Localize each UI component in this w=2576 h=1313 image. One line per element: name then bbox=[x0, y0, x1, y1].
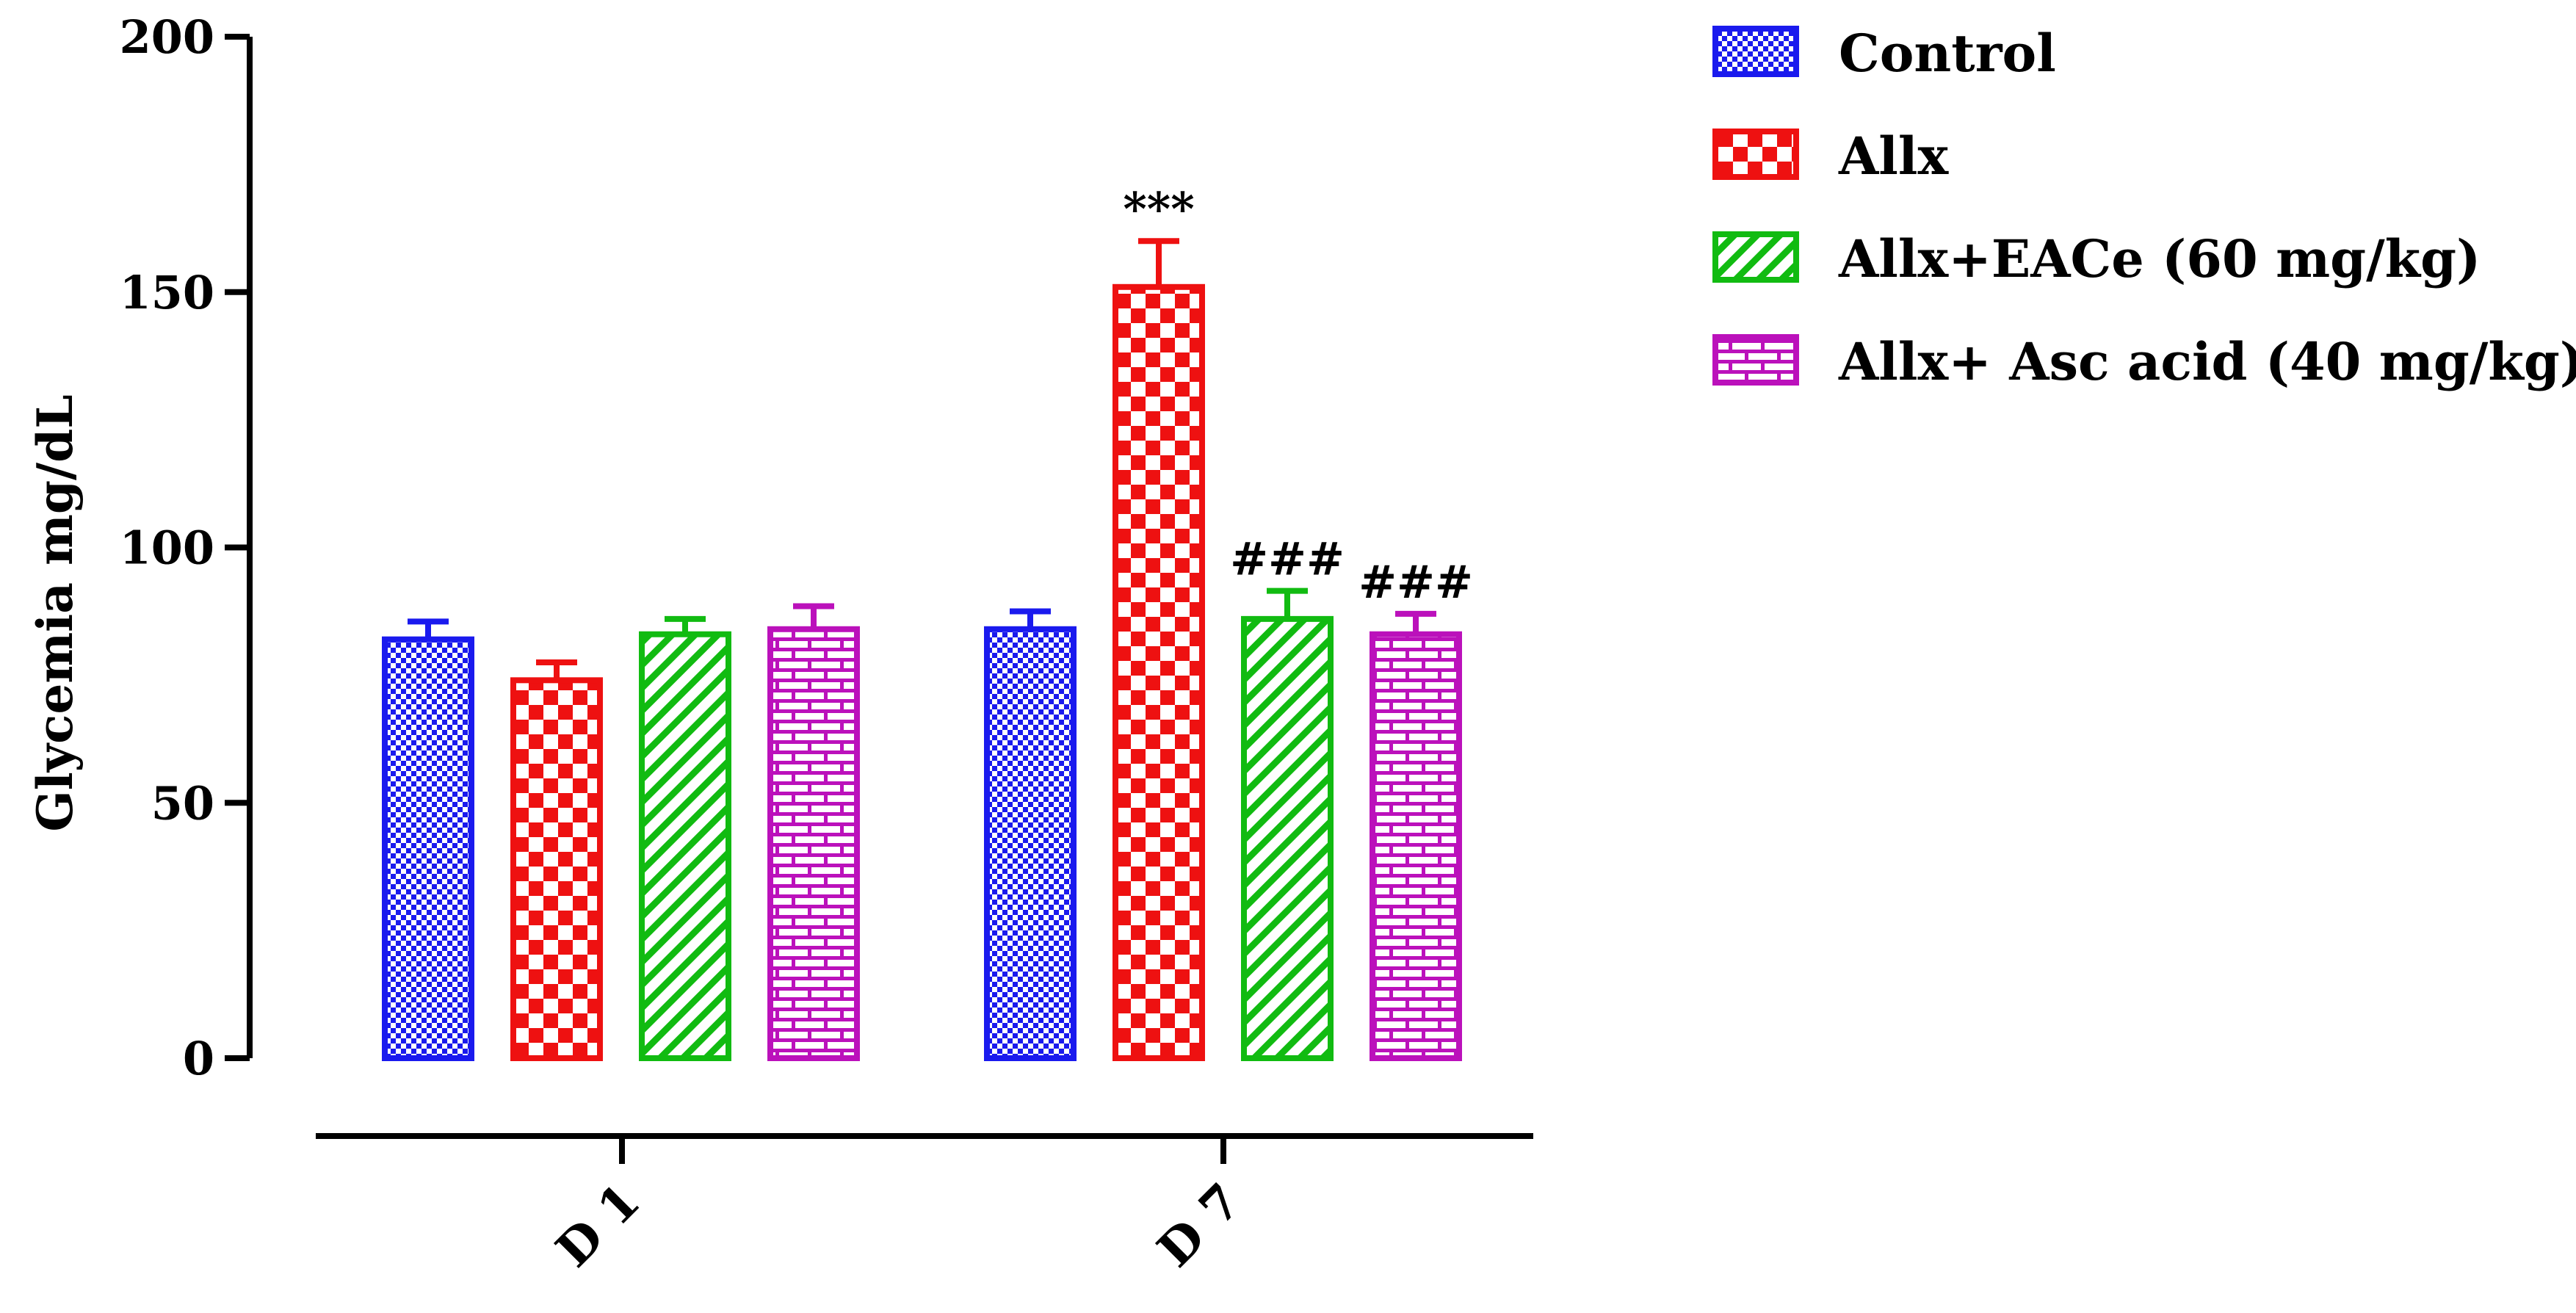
y-axis-label: Glycemia mg/dL bbox=[26, 394, 84, 831]
legend-label: Allx+EACe (60 mg/kg) bbox=[1838, 228, 2481, 289]
legend-label: Control bbox=[1839, 23, 2056, 84]
bar bbox=[639, 631, 731, 1061]
significance-label: ### bbox=[1230, 532, 1345, 586]
bar bbox=[1112, 283, 1205, 1061]
legend-swatch bbox=[1712, 129, 1799, 180]
legend: Control Allx Allx+EACe (60 mg/kg) Allx+ Asc… bbox=[1712, 23, 2576, 392]
y-tick-label: 150 bbox=[120, 266, 214, 319]
x-categories: D 1 D 7 bbox=[545, 1136, 1252, 1278]
y-tick-label: 0 bbox=[183, 1032, 214, 1085]
legend-label: Allx+ Asc acid (40 mg/kg) bbox=[1838, 331, 2576, 392]
legend-swatch bbox=[1712, 334, 1799, 386]
bar bbox=[1370, 631, 1462, 1061]
bar bbox=[984, 626, 1077, 1061]
bars: *** ### ### bbox=[382, 182, 1473, 1061]
y-tick-label: 200 bbox=[120, 10, 214, 64]
x-category-label: D 7 bbox=[1146, 1172, 1252, 1278]
significance-label: ### bbox=[1358, 555, 1473, 609]
bar bbox=[1241, 615, 1334, 1061]
y-ticks: 0 50 100 150 200 bbox=[120, 10, 250, 1085]
y-tick-label: 100 bbox=[120, 521, 214, 575]
legend-swatch bbox=[1712, 26, 1799, 77]
y-tick-label: 50 bbox=[151, 776, 214, 830]
bar bbox=[382, 636, 474, 1061]
legend-swatch bbox=[1712, 231, 1799, 283]
legend-label: Allx bbox=[1838, 126, 1949, 187]
bar bbox=[510, 677, 603, 1061]
x-category-label: D 1 bbox=[545, 1172, 651, 1278]
significance-label: *** bbox=[1123, 182, 1194, 236]
bar bbox=[767, 626, 860, 1061]
